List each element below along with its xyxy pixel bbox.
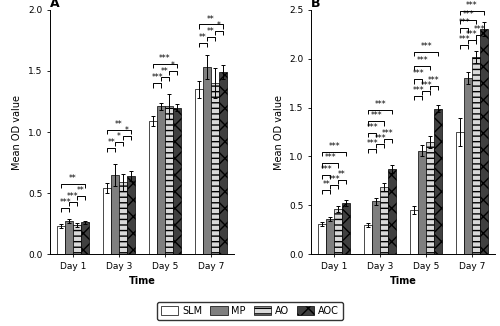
Bar xyxy=(326,219,334,254)
Bar xyxy=(364,225,372,254)
Text: B: B xyxy=(311,0,320,10)
Bar xyxy=(111,175,119,254)
Bar xyxy=(119,182,127,254)
Text: ***: *** xyxy=(466,1,478,10)
Bar xyxy=(172,108,180,254)
Text: ***: *** xyxy=(67,192,79,201)
Legend: SLM, MP, AO, AOC: SLM, MP, AO, AOC xyxy=(157,302,343,319)
Bar xyxy=(480,29,488,254)
Text: **: ** xyxy=(207,27,215,36)
Bar xyxy=(410,210,418,254)
Text: **: ** xyxy=(207,15,215,23)
Text: A: A xyxy=(50,0,59,10)
Text: ***: *** xyxy=(328,175,340,184)
Text: ***: *** xyxy=(320,165,332,174)
Text: *: * xyxy=(171,61,174,70)
Bar xyxy=(388,169,396,254)
Text: ***: *** xyxy=(458,19,470,27)
Text: ***: *** xyxy=(462,10,474,19)
Text: **: ** xyxy=(115,120,123,129)
Text: ***: *** xyxy=(458,35,470,44)
Bar xyxy=(127,176,134,254)
Bar xyxy=(380,187,388,254)
Text: ***: *** xyxy=(60,198,71,207)
Text: ***: *** xyxy=(374,100,386,109)
Bar xyxy=(157,106,165,254)
Bar xyxy=(196,89,203,254)
Bar xyxy=(456,132,464,254)
Bar xyxy=(372,201,380,254)
Text: ***: *** xyxy=(412,69,424,78)
Bar xyxy=(203,67,211,254)
Text: ***: *** xyxy=(428,76,440,85)
Text: **: ** xyxy=(338,170,346,179)
Text: **: ** xyxy=(199,33,207,42)
Text: *: * xyxy=(117,132,121,141)
Bar xyxy=(58,226,65,254)
Bar xyxy=(150,121,157,254)
Bar xyxy=(165,106,172,254)
Text: ***: *** xyxy=(466,30,478,39)
Bar xyxy=(418,151,426,254)
Bar xyxy=(81,223,88,254)
Text: **: ** xyxy=(69,174,77,183)
Bar xyxy=(104,188,111,254)
Text: ***: *** xyxy=(420,81,432,90)
Y-axis label: Mean OD value: Mean OD value xyxy=(274,95,283,170)
Bar xyxy=(334,209,342,254)
Bar xyxy=(218,72,226,254)
Bar xyxy=(342,203,349,254)
Bar xyxy=(211,83,218,254)
Text: ***: *** xyxy=(474,25,486,34)
Bar xyxy=(318,224,326,254)
Bar xyxy=(464,78,472,254)
Text: ***: *** xyxy=(412,86,424,95)
Text: ***: *** xyxy=(159,54,170,63)
Text: **: ** xyxy=(108,138,115,147)
Bar xyxy=(434,109,442,254)
Text: *: * xyxy=(125,126,128,135)
X-axis label: Time: Time xyxy=(128,276,156,287)
X-axis label: Time: Time xyxy=(390,276,416,287)
Text: ***: *** xyxy=(382,129,394,138)
Bar xyxy=(73,225,81,254)
Bar xyxy=(426,142,434,254)
Text: **: ** xyxy=(77,186,84,195)
Text: **: ** xyxy=(322,180,330,189)
Text: ***: *** xyxy=(370,111,382,120)
Bar xyxy=(472,57,480,254)
Text: **: ** xyxy=(161,67,169,76)
Text: ***: *** xyxy=(374,134,386,143)
Text: ***: *** xyxy=(366,139,378,148)
Y-axis label: Mean OD value: Mean OD value xyxy=(12,95,22,170)
Text: *: * xyxy=(217,21,220,30)
Text: ***: *** xyxy=(324,154,336,162)
Text: ***: *** xyxy=(420,42,432,51)
Text: ***: *** xyxy=(328,142,340,151)
Bar xyxy=(65,221,73,254)
Text: ***: *** xyxy=(416,56,428,65)
Text: ***: *** xyxy=(366,123,378,132)
Text: ***: *** xyxy=(152,73,163,82)
